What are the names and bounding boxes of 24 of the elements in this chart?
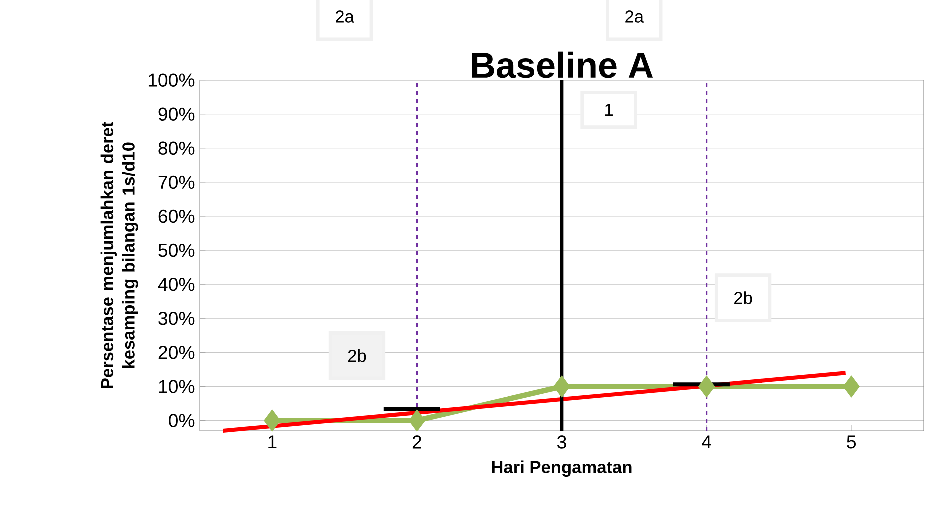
y-tick-label: 70%	[158, 176, 195, 190]
x-tick-label: 4	[702, 436, 712, 449]
y-tick-label: 30%	[158, 312, 195, 326]
chart-title: Baseline A	[472, 52, 654, 78]
x-axis-title: Hari Pengamatan	[492, 460, 632, 477]
text: 2a	[626, 10, 644, 23]
y-tick-label: 100%	[148, 74, 195, 87]
annotation: 1	[605, 104, 613, 116]
x-tick-label: 2	[412, 436, 422, 449]
x-tick-label: 1	[268, 436, 277, 449]
y-tick-label: 60%	[158, 210, 195, 224]
y-tick-label: 90%	[158, 108, 195, 121]
y-tick-label: 20%	[158, 346, 195, 360]
y-tick-label: 50%	[158, 244, 195, 258]
text: 2a	[336, 10, 354, 23]
x-tick-label: 5	[847, 436, 856, 449]
x-tick-label: 3	[558, 436, 566, 449]
y-tick-label: 80%	[158, 142, 195, 156]
annotation: 2b	[734, 292, 752, 304]
y-tick-label: 40%	[158, 278, 195, 292]
annotation: 2b	[348, 349, 366, 362]
y-tick-label: 10%	[159, 380, 195, 394]
y-axis-title: Persentase menjumlahkan deret kesamping bilangan 1s/d10	[100, 122, 138, 388]
y-tick-label: 0%	[169, 414, 195, 428]
